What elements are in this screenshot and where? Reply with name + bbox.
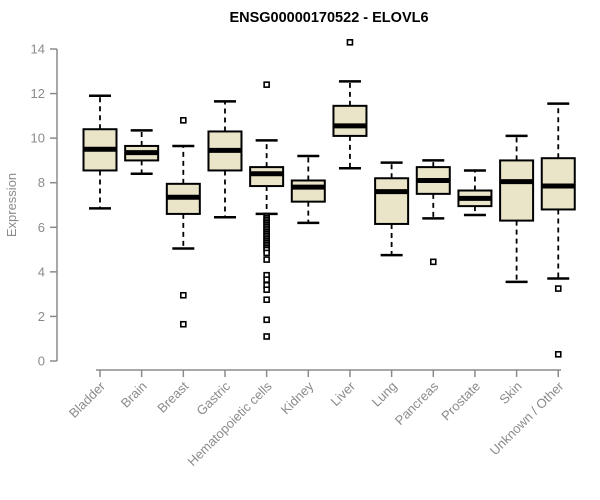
y-tick-label: 2 (38, 309, 45, 324)
x-tick-label: Lung (369, 379, 400, 410)
outlier-point (263, 81, 270, 88)
x-tick-label: Liver (328, 378, 359, 409)
y-tick-label: 10 (31, 131, 45, 146)
outlier-point (263, 333, 270, 340)
y-tick-label: 8 (38, 175, 45, 190)
x-tick-label: Bladder (66, 378, 109, 421)
outlier-point (429, 258, 437, 266)
outlier-point (263, 296, 270, 304)
box-liver (332, 104, 368, 137)
x-tick-label: Unknown / Other (487, 378, 567, 458)
outlier-point (263, 286, 270, 293)
outlier-point (263, 316, 270, 324)
y-tick-label: 0 (38, 354, 45, 369)
chart-title: ENSG00000170522 - ELOVL6 (229, 10, 428, 26)
y-tick-label: 4 (38, 264, 45, 279)
outlier-point (180, 291, 187, 299)
x-tick-label: Breast (154, 378, 191, 415)
outlier-point (180, 320, 187, 328)
y-axis-label: Expression (4, 173, 19, 237)
box-kidney (290, 179, 326, 203)
box-hematopoietic-cells (249, 166, 285, 188)
outlier-point (263, 276, 270, 283)
outlier-point (554, 351, 562, 358)
x-tick-label: Kidney (278, 378, 317, 417)
outlier-point (263, 256, 270, 263)
y-tick-label: 6 (38, 220, 45, 235)
outlier-point (554, 285, 562, 292)
x-tick-label: Gastric (193, 378, 233, 418)
x-tick-label: Pancreas (392, 378, 442, 428)
x-tick-label: Skin (496, 379, 524, 407)
outlier-point (263, 249, 270, 257)
outlier-point (346, 39, 354, 46)
outlier-point (180, 117, 187, 124)
y-tick-label: 12 (31, 86, 45, 101)
box-lung (374, 177, 410, 225)
x-tick-label: Brain (118, 379, 150, 411)
y-tick-label: 14 (31, 42, 45, 57)
box-skin (499, 159, 535, 222)
x-tick-label: Prostate (438, 379, 483, 424)
